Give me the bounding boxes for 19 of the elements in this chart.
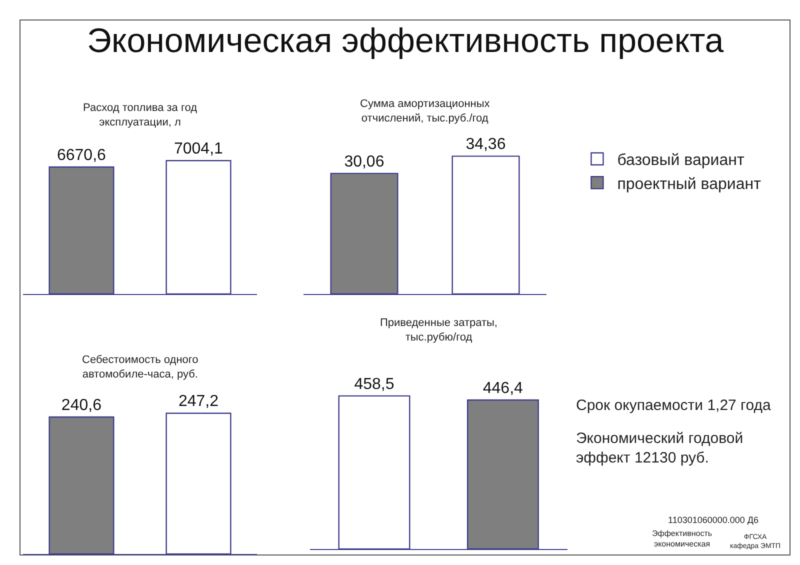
chart-title: Приведенные затраты, тыс.рубю/год (380, 317, 498, 344)
text: 110301060000.000 Д6 (668, 515, 759, 525)
data-label: 247,2 (178, 393, 219, 410)
data-label: 458,5 (354, 376, 394, 393)
legend-label: проектный вариант (617, 176, 762, 193)
data-label: 30,06 (344, 153, 384, 170)
chart-title: Себестоимость одного автомобиле-часа, руб. (82, 354, 198, 380)
chart-title: Расход топлива за год эксплуатации, л (83, 102, 198, 128)
chart-title: Сумма амортизационных отчислений, тыс.руб./год (360, 98, 490, 124)
data-label: 446,4 (482, 380, 524, 397)
legend-label: базовый вариант (617, 152, 745, 170)
text: Экономическая эффективность проекта (87, 22, 724, 60)
data-label: 240,6 (61, 396, 102, 414)
data-label: 7004,1 (174, 140, 224, 158)
data-label: 34,36 (466, 136, 506, 154)
text: Срок окупаемости 1,27 года (576, 397, 772, 414)
data-label: 6670,6 (56, 146, 106, 164)
text: Эффективность экономическая (652, 529, 712, 548)
text: Экономический годовой эффект 12130 руб. (576, 430, 744, 466)
